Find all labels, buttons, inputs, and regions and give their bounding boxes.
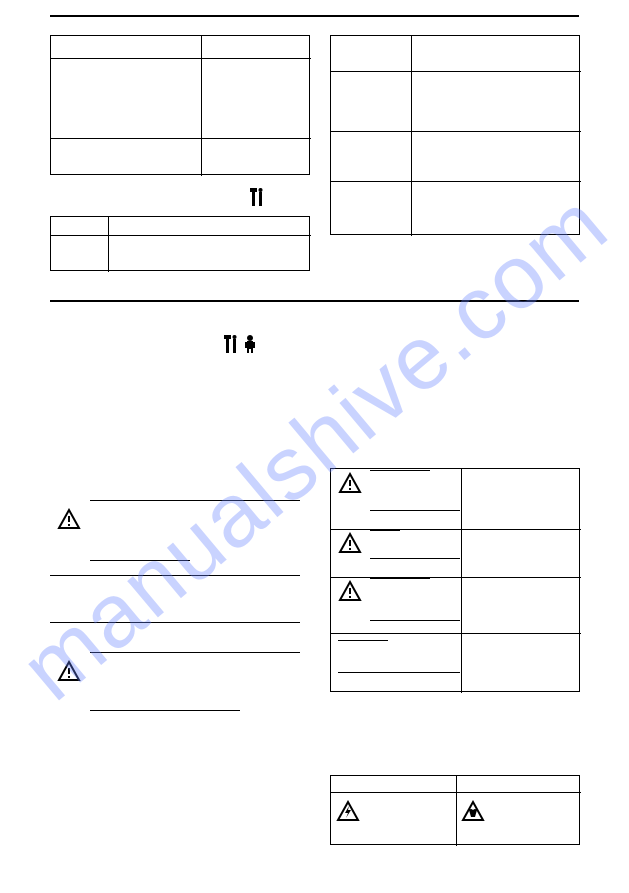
electric-hazard-icon [336, 800, 360, 822]
top-left-table [50, 35, 310, 175]
text-line [90, 710, 240, 711]
text-line [90, 500, 300, 501]
text-line [90, 560, 190, 561]
inner-line [370, 620, 460, 621]
page-top-border [50, 15, 579, 17]
person-icon [244, 335, 256, 353]
inner-line [370, 530, 400, 531]
inner-line [370, 470, 430, 471]
inner-line [338, 672, 460, 673]
bottom-right-table [330, 775, 580, 845]
section-divider [50, 300, 579, 302]
hand-hazard-icon [461, 800, 485, 822]
inner-line [490, 792, 575, 793]
text-line [90, 652, 300, 653]
inner-line [338, 640, 388, 641]
text-line [50, 622, 300, 623]
warning-triangle-icon [338, 580, 362, 602]
warning-triangle-icon [57, 660, 81, 682]
inner-line [370, 578, 430, 579]
small-table [50, 216, 310, 271]
inner-line [370, 510, 460, 511]
inner-line [370, 558, 460, 559]
top-right-table [330, 35, 580, 235]
warning-triangle-icon [57, 508, 81, 530]
right-warning-table [330, 468, 580, 692]
tool-icon [224, 335, 238, 353]
inner-line [365, 792, 450, 793]
tool-icon [250, 188, 264, 206]
warning-triangle-icon [338, 532, 362, 554]
warning-triangle-icon [338, 472, 362, 494]
text-line [50, 575, 300, 576]
